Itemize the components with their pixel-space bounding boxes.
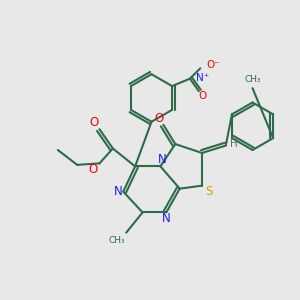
Text: O: O: [88, 163, 98, 176]
Text: O: O: [198, 91, 206, 101]
Text: O⁻: O⁻: [206, 60, 220, 70]
Text: CH₃: CH₃: [109, 236, 126, 245]
Text: H: H: [230, 139, 238, 149]
Text: N: N: [113, 185, 122, 198]
Text: N: N: [158, 153, 166, 166]
Text: O: O: [89, 116, 99, 129]
Text: O: O: [154, 112, 164, 125]
Text: N: N: [162, 212, 171, 226]
Text: CH₃: CH₃: [244, 75, 261, 84]
Text: N⁺: N⁺: [196, 73, 210, 83]
Text: S: S: [205, 184, 212, 197]
